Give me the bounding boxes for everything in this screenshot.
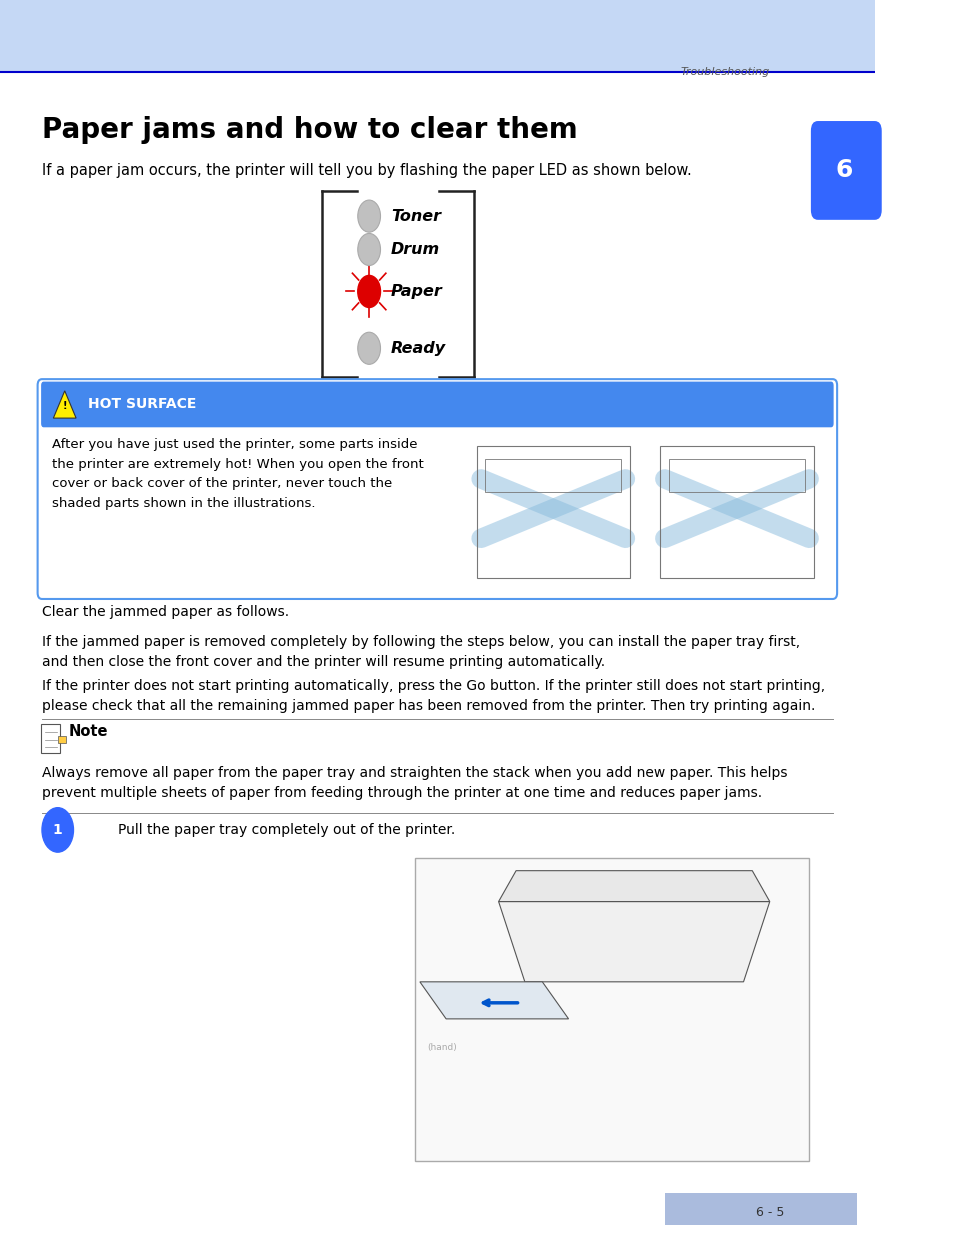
FancyBboxPatch shape [416,858,808,1161]
Polygon shape [498,871,769,902]
FancyBboxPatch shape [41,382,833,427]
Text: Ready: Ready [391,341,446,356]
Text: (hand): (hand) [426,1042,456,1052]
Text: If the printer does not start printing automatically, press the Go button. If th: If the printer does not start printing a… [42,679,824,714]
Text: 6: 6 [835,158,852,183]
Text: HOT SURFACE: HOT SURFACE [89,398,196,411]
Text: Paper jams and how to clear them: Paper jams and how to clear them [42,116,578,143]
Text: Note: Note [69,724,108,739]
Text: After you have just used the printer, some parts inside
the printer are extremel: After you have just used the printer, so… [52,438,424,510]
FancyBboxPatch shape [37,379,836,599]
Text: Always remove all paper from the paper tray and straighten the stack when you ad: Always remove all paper from the paper t… [42,766,786,800]
Polygon shape [419,982,568,1019]
Circle shape [357,332,380,364]
Circle shape [357,233,380,266]
Text: Troubleshooting: Troubleshooting [679,67,769,77]
Polygon shape [58,736,67,743]
Polygon shape [53,390,76,419]
FancyBboxPatch shape [664,1193,857,1225]
FancyBboxPatch shape [0,0,874,72]
Text: Pull the paper tray completely out of the printer.: Pull the paper tray completely out of th… [118,823,455,837]
Text: 6 - 5: 6 - 5 [755,1207,783,1219]
Text: Drum: Drum [391,242,439,257]
Circle shape [357,275,380,308]
Text: Clear the jammed paper as follows.: Clear the jammed paper as follows. [42,605,289,619]
FancyBboxPatch shape [41,724,60,753]
Text: Toner: Toner [391,209,440,224]
Text: 1: 1 [52,823,63,837]
Text: If a paper jam occurs, the printer will tell you by flashing the paper LED as sh: If a paper jam occurs, the printer will … [42,163,691,178]
FancyBboxPatch shape [810,121,881,220]
Text: If the jammed paper is removed completely by following the steps below, you can : If the jammed paper is removed completel… [42,635,800,669]
Text: Paper: Paper [391,284,442,299]
Circle shape [357,200,380,232]
Polygon shape [498,902,769,982]
Circle shape [42,808,73,852]
Text: !: ! [62,400,67,411]
